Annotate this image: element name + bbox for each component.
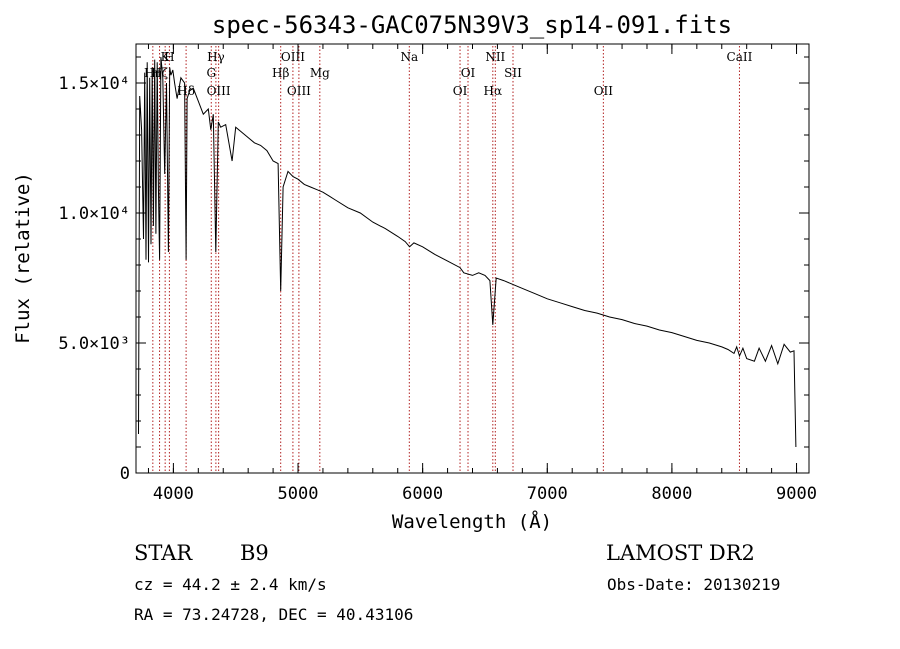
marker-label: OII bbox=[594, 84, 614, 98]
x-tick-label: 9000 bbox=[776, 484, 817, 504]
marker-label: Na bbox=[400, 50, 418, 64]
object-class: STAR bbox=[134, 541, 193, 565]
y-tick-label: 1.0×10⁴ bbox=[58, 204, 130, 224]
survey-name: LAMOST DR2 bbox=[606, 541, 755, 565]
plot-frame bbox=[135, 43, 810, 474]
marker-label: Mg bbox=[310, 66, 330, 80]
x-tick-label: 4000 bbox=[153, 484, 194, 504]
radec-text: RA = 73.24728, DEC = 40.43106 bbox=[134, 605, 413, 624]
marker-label: Hβ bbox=[272, 66, 289, 80]
marker-label: OIII bbox=[281, 50, 305, 64]
marker-label: H bbox=[164, 50, 174, 64]
y-tick-label: 5.0×10³ bbox=[58, 334, 130, 354]
y-tick-label: 1.5×10⁴ bbox=[58, 74, 130, 94]
spectrum-line bbox=[138, 56, 797, 448]
object-subclass: B9 bbox=[240, 541, 269, 565]
x-tick-label: 7000 bbox=[527, 484, 568, 504]
marker-label: CaII bbox=[727, 50, 753, 64]
marker-label: Hδ bbox=[177, 84, 195, 98]
chart-title: spec-56343-GAC075N39V3_sp14-091.fits bbox=[212, 11, 732, 39]
marker-label: OIII bbox=[207, 84, 231, 98]
y-axis-label: Flux (relative) bbox=[12, 172, 34, 344]
marker-label: Hζ bbox=[151, 66, 168, 80]
marker-label: Hα bbox=[484, 84, 503, 98]
marker-label: K bbox=[161, 50, 171, 64]
marker-label: OI bbox=[461, 66, 476, 80]
marker-label: G bbox=[206, 66, 216, 80]
obs-date-text: Obs-Date: 20130219 bbox=[607, 575, 780, 594]
y-tick-label: 0 bbox=[120, 464, 130, 484]
marker-label: Hγ bbox=[207, 50, 225, 64]
x-axis-label: Wavelength (Å) bbox=[392, 510, 552, 533]
x-tick-label: 5000 bbox=[278, 484, 319, 504]
marker-label: OI bbox=[453, 84, 468, 98]
redshift-text: cz = 44.2 ± 2.4 km/s bbox=[134, 575, 327, 594]
spectral-line-markers: HηHζKHHδGHγOIIIHβOIIIOIIIMgNaOIOIHαNIISI… bbox=[144, 46, 753, 473]
x-tick-label: 8000 bbox=[651, 484, 692, 504]
marker-label: SII bbox=[504, 66, 522, 80]
marker-label: OIII bbox=[287, 84, 311, 98]
marker-label: NII bbox=[485, 50, 505, 64]
axis-ticks: 4000 5000 6000 7000 8000 9000 0 5.0×10³ 1.0×10⁴ 1… bbox=[58, 44, 817, 504]
x-tick-label: 6000 bbox=[402, 484, 443, 504]
